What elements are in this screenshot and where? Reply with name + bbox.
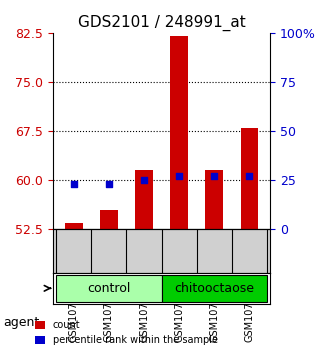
Title: GDS2101 / 248991_at: GDS2101 / 248991_at bbox=[78, 15, 246, 31]
Point bbox=[247, 173, 252, 179]
FancyBboxPatch shape bbox=[56, 275, 162, 302]
Point bbox=[71, 181, 76, 187]
Point bbox=[212, 173, 217, 179]
Point bbox=[106, 181, 112, 187]
Text: chitooctaose: chitooctaose bbox=[174, 282, 254, 295]
Bar bbox=[206, 170, 223, 229]
FancyBboxPatch shape bbox=[162, 275, 267, 302]
Text: control: control bbox=[87, 282, 131, 295]
Bar bbox=[100, 210, 118, 229]
Text: agent: agent bbox=[3, 316, 40, 329]
Legend: count, percentile rank within the sample: count, percentile rank within the sample bbox=[31, 316, 222, 349]
Bar bbox=[65, 223, 82, 229]
Bar bbox=[170, 36, 188, 229]
Bar bbox=[135, 170, 153, 229]
Point bbox=[176, 173, 182, 179]
Point bbox=[141, 177, 147, 183]
Bar bbox=[241, 128, 258, 229]
